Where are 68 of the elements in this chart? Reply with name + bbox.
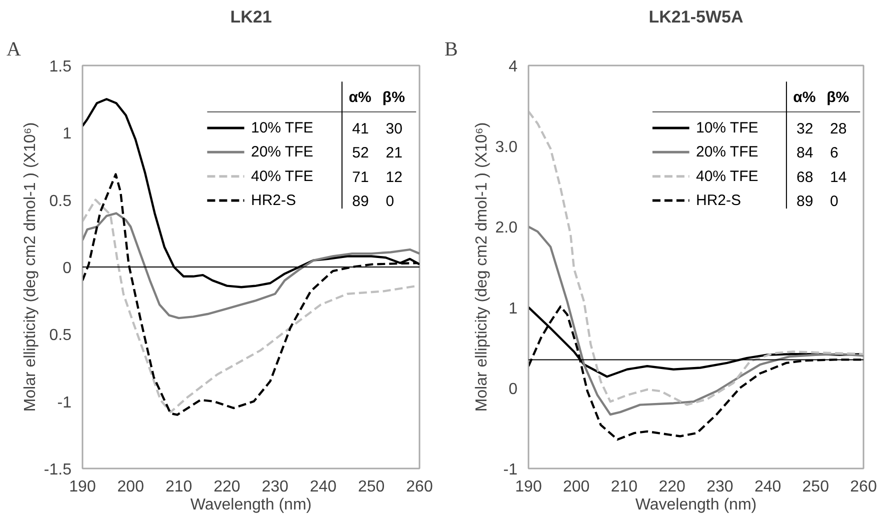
- y-tick-label: 1.5: [49, 58, 72, 76]
- line-series: [528, 226, 864, 416]
- x-tick-label: 260: [406, 478, 433, 496]
- chart-title: LK21-5W5A: [648, 8, 744, 26]
- legend-label: 10% TFE: [696, 119, 758, 136]
- annotation: 14: [830, 168, 847, 186]
- text: A: [6, 38, 22, 60]
- annotation: 32: [796, 120, 814, 138]
- annotation: 84: [796, 144, 814, 162]
- x-tick-label: 230: [706, 478, 734, 496]
- legend-label: 20% TFE: [251, 144, 314, 161]
- x-tick-label: 220: [214, 478, 240, 496]
- line-series: [528, 110, 864, 406]
- line-series: [82, 212, 420, 320]
- annotation: 89: [352, 193, 369, 210]
- y-tick-label: -1: [503, 462, 518, 478]
- x-tick-label: 230: [262, 478, 289, 496]
- annotation: 68: [796, 168, 814, 186]
- annotation: 21: [386, 144, 402, 162]
- legend-label: 40% TFE: [251, 168, 314, 185]
- annotation: β%: [382, 89, 405, 106]
- annotation: 12: [386, 168, 402, 186]
- y-tick-label: 1: [508, 300, 518, 318]
- text: B: [444, 38, 458, 60]
- chart-title: LK21: [230, 8, 272, 26]
- annotation: 52: [352, 144, 369, 162]
- y-tick-label: 0: [62, 260, 72, 277]
- y-tick-label: -1.5: [44, 462, 72, 478]
- x-tick-label: 200: [563, 478, 590, 496]
- annotation: 89: [796, 193, 814, 210]
- x-tick-label: 240: [754, 478, 782, 496]
- annotation: 30: [386, 120, 402, 138]
- x-tick-label: 210: [165, 478, 192, 496]
- annotation: 71: [352, 168, 369, 186]
- annotation: 0: [830, 193, 838, 210]
- x-tick-label: 190: [69, 478, 96, 496]
- legend-label: 20% TFE: [696, 144, 758, 161]
- x-tick-label: 250: [802, 478, 830, 496]
- legend-label: 40% TFE: [696, 168, 758, 185]
- x-tick-label: 210: [610, 478, 638, 496]
- annotation: 28: [830, 120, 847, 138]
- annotation: β%: [826, 89, 850, 106]
- legend-label: 10% TFE: [251, 119, 314, 136]
- y-axis-title: Molar ellipticity (deg cm2 dmol-1 ) (X10⁶): [22, 122, 39, 412]
- x-tick-label: 220: [658, 478, 686, 496]
- annotation: 0: [386, 193, 394, 210]
- annotation: α%: [793, 89, 816, 106]
- x-tick-label: 240: [310, 478, 337, 496]
- x-tick-label: 200: [117, 478, 144, 496]
- x-axis-title: Wavelength (nm): [635, 496, 757, 514]
- y-tick-label: 0.5: [49, 327, 72, 344]
- x-tick-label: 190: [515, 478, 542, 496]
- y-tick-label: 0.5: [49, 192, 72, 210]
- y-tick-label: -1: [57, 394, 72, 412]
- y-tick-label: 4: [508, 58, 518, 76]
- annotation: α%: [348, 89, 372, 106]
- y-tick-label: 1: [62, 126, 72, 143]
- x-axis-title: Wavelength (nm): [190, 496, 312, 514]
- y-axis-title: Molar ellipticity (deg cm2 dmol-1 ) (X10⁶): [473, 122, 490, 412]
- y-tick-label: 0: [508, 380, 518, 398]
- annotation: 41: [352, 120, 369, 138]
- legend-label: HR2-S: [251, 192, 296, 210]
- annotation: 6: [830, 144, 838, 162]
- legend-label: HR2-S: [696, 192, 742, 210]
- x-tick-label: 250: [358, 478, 385, 496]
- y-tick-label: 2.0: [495, 220, 518, 237]
- x-tick-label: 260: [850, 478, 877, 496]
- y-tick-label: 3.0: [495, 139, 518, 156]
